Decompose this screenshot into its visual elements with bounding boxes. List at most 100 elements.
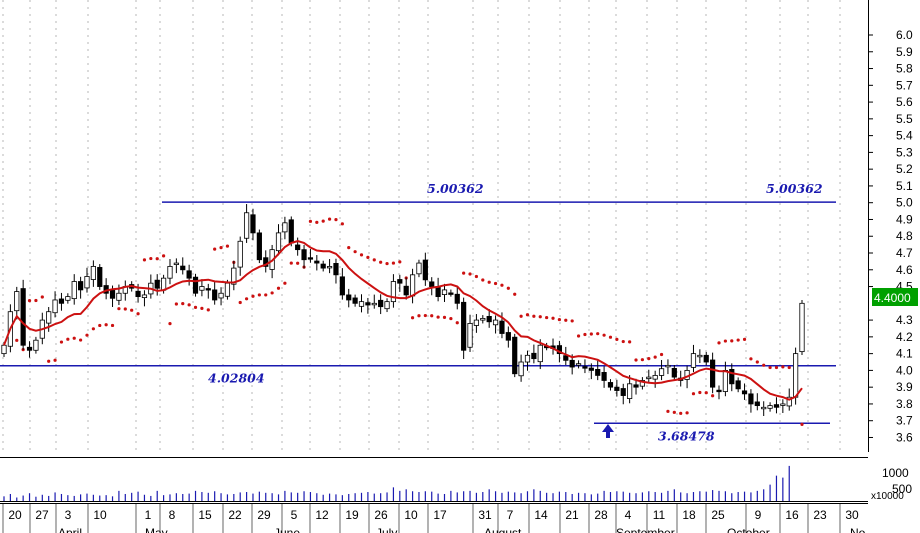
candle	[505, 326, 511, 348]
candle	[397, 274, 403, 292]
band-dot	[608, 335, 613, 339]
candle	[365, 297, 371, 314]
band-dot	[206, 308, 210, 312]
candle	[761, 401, 767, 417]
band-dot	[359, 253, 364, 257]
band-dot	[187, 303, 191, 307]
x-tick-label: 19	[345, 508, 359, 522]
candle	[358, 294, 365, 313]
band-dot	[15, 338, 19, 342]
band-dot	[430, 314, 434, 318]
candle	[627, 375, 633, 404]
x-tick-label: 9	[755, 508, 762, 522]
x-tick-label: 29	[257, 508, 271, 522]
band-dot	[768, 365, 772, 370]
candle	[218, 287, 224, 306]
candle	[320, 260, 326, 272]
candle	[301, 244, 307, 269]
band-dot	[149, 256, 153, 261]
x-tick-label: 12	[315, 508, 329, 522]
candle	[403, 277, 409, 300]
candle	[441, 283, 448, 302]
y-tick-label: 4.3	[896, 313, 913, 327]
y-tick-label: 4.1	[896, 347, 913, 361]
band-dot	[500, 283, 504, 287]
band-dot	[117, 307, 121, 311]
x-tick-label: 31	[478, 508, 492, 522]
annotations: 5.00362 5.00362 4.02804 3.68478	[208, 181, 823, 443]
last-price-box	[872, 288, 918, 306]
band-dot	[659, 352, 664, 357]
x-tick-label: 17	[433, 508, 447, 522]
volume-tick-500: 500	[892, 482, 912, 496]
candle	[180, 257, 186, 275]
candle	[492, 315, 499, 334]
moving-average-line	[3, 240, 803, 401]
band-dot	[564, 318, 568, 322]
y-axis: 3.63.73.83.94.04.14.24.34.54.64.74.84.95…	[868, 28, 913, 444]
band-dot	[410, 316, 415, 320]
band-dot	[557, 317, 562, 322]
candle	[97, 264, 103, 290]
x-month-label: September	[616, 526, 675, 533]
candle	[454, 286, 460, 310]
band-dot	[685, 411, 689, 415]
x-tick-label: 26	[374, 508, 388, 522]
candle	[346, 288, 352, 308]
band-dot	[474, 274, 479, 279]
y-tick-label: 3.9	[896, 380, 913, 394]
candle	[690, 344, 697, 373]
band-dot	[334, 218, 338, 222]
candle	[314, 255, 320, 271]
candle	[307, 248, 314, 263]
band-dot	[104, 323, 108, 327]
band-dot	[142, 258, 147, 262]
band-dot	[219, 246, 223, 250]
candle	[799, 299, 805, 355]
band-dot	[481, 278, 485, 282]
band-dot	[276, 286, 281, 290]
x-tick-label: 5	[291, 508, 298, 522]
candle	[371, 294, 377, 309]
band-dot	[79, 338, 83, 342]
band-dot	[417, 314, 421, 318]
band-dot	[691, 392, 696, 396]
x-tick-label: 16	[785, 508, 799, 522]
candle	[607, 379, 614, 391]
band-dot	[372, 258, 376, 262]
candle	[595, 360, 601, 381]
candle	[282, 216, 288, 240]
x-tick-label: 3	[65, 508, 72, 522]
candle	[33, 336, 39, 354]
x-tick-label: 27	[35, 508, 49, 522]
candle	[710, 352, 716, 394]
candle	[512, 333, 518, 378]
up-arrow-icon	[602, 424, 614, 438]
candle	[352, 294, 358, 307]
band-dot	[634, 358, 638, 362]
band-dot	[493, 281, 498, 286]
candle	[486, 309, 492, 328]
band-dot	[98, 323, 102, 328]
candle	[703, 351, 709, 366]
candle	[154, 274, 160, 296]
band-dot	[91, 327, 95, 331]
band-dot	[723, 339, 727, 343]
candle	[537, 339, 543, 370]
candle	[652, 370, 658, 388]
x-month-label: August	[484, 526, 522, 533]
band-dot	[238, 300, 242, 305]
x-tick-label: 20	[8, 508, 22, 522]
volume-bars	[3, 465, 790, 501]
band-dot	[130, 308, 134, 312]
band-dot	[525, 313, 530, 317]
candle	[767, 402, 773, 412]
band-dots	[15, 217, 804, 426]
band-dot	[385, 261, 389, 266]
candle	[65, 293, 71, 304]
band-dot	[538, 315, 542, 319]
y-tick-label: 5.3	[896, 145, 913, 159]
y-tick-label: 4.8	[896, 229, 913, 243]
band-dot	[340, 222, 344, 226]
